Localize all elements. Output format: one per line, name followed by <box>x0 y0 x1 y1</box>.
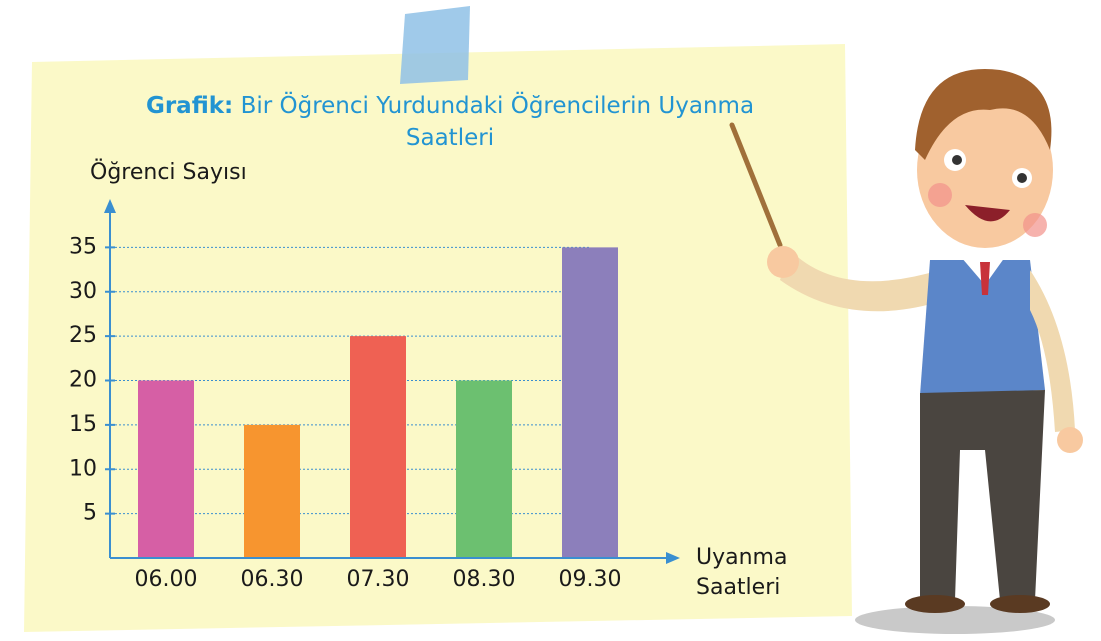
y-tick-label: 5 <box>83 501 97 526</box>
x-axis-label: Uyanma Saatleri <box>696 543 816 603</box>
bar <box>138 381 194 559</box>
y-tick-label: 20 <box>69 368 97 393</box>
title-text: Bir Öğrenci Yurdundaki Öğrencilerin Uyan… <box>241 93 754 151</box>
bar <box>456 381 512 559</box>
bar <box>350 336 406 558</box>
chart-title: Grafik: Bir Öğrenci Yurdundaki Öğrencile… <box>130 90 770 154</box>
bar <box>562 247 618 558</box>
x-tick-label: 06.00 <box>135 567 198 592</box>
title-prefix: Grafik: <box>146 93 233 119</box>
bar <box>244 425 300 558</box>
tape <box>400 6 470 84</box>
y-tick-label: 30 <box>69 279 97 304</box>
y-axis-label: Öğrenci Sayısı <box>90 160 247 185</box>
x-tick-label: 07.30 <box>347 567 410 592</box>
x-tick-label: 09.30 <box>559 567 622 592</box>
y-tick-label: 10 <box>69 456 97 481</box>
y-tick-label: 25 <box>69 323 97 348</box>
y-tick-label: 15 <box>69 412 97 437</box>
page: 5 10 15 20 25 30 35 06.00 06.30 07.30 08.30 09.30 G… <box>0 0 1101 641</box>
x-tick-label: 08.30 <box>453 567 516 592</box>
y-tick-label: 35 <box>69 234 97 259</box>
x-tick-label: 06.30 <box>241 567 304 592</box>
